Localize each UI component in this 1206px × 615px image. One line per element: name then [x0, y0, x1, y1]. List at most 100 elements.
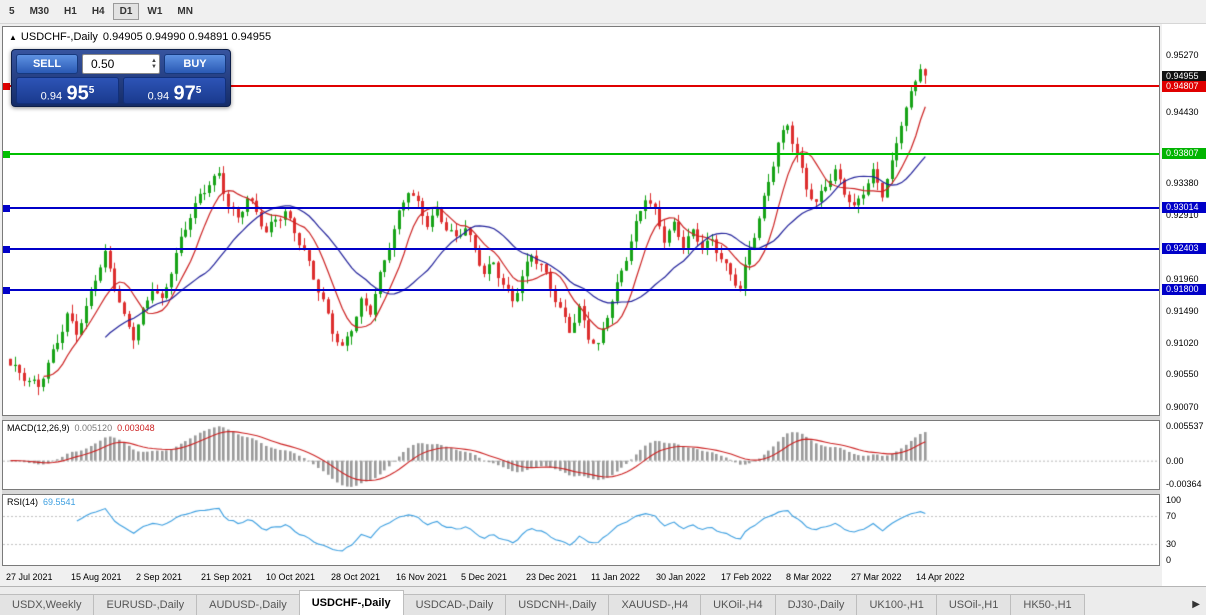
chart-tab-eurusd-daily[interactable]: EURUSD-,Daily	[93, 594, 198, 615]
buy-price[interactable]: 0.94 975	[123, 77, 226, 104]
buy-price-prefix: 0.94	[147, 90, 170, 103]
volume-down-icon[interactable]: ▼	[151, 64, 157, 70]
timeframe-button-d1[interactable]: D1	[112, 3, 140, 20]
rsi-axis-label: 70	[1166, 511, 1177, 521]
chart-tab-hk50-h1[interactable]: HK50-,H1	[1010, 594, 1085, 615]
date-axis-label: 2 Sep 2021	[136, 572, 183, 582]
price-axis[interactable]: 0.95270 0.94430 0.93380 0.92910 0.91960 0.914…	[1162, 24, 1206, 586]
price-axis-tick: 0.93380	[1166, 177, 1199, 188]
macd-canvas[interactable]	[3, 421, 1159, 489]
macd-label: MACD(12,26,9) 0.005120 0.003048	[7, 423, 155, 433]
chart-tab-uk100-h1[interactable]: UK100-,H1	[856, 594, 937, 615]
buy-price-pip: 5	[195, 85, 202, 96]
price-axis-badge: 0.93014	[1162, 202, 1206, 214]
rsi-axis-label: 100	[1166, 495, 1182, 505]
sell-price-pip: 5	[88, 85, 95, 96]
rsi-name: RSI(14)	[7, 497, 39, 507]
price-axis-tick: 0.94430	[1166, 106, 1199, 117]
date-axis-label: 28 Oct 2021	[331, 572, 381, 582]
chart-window: ▲ USDCHF-,Daily 0.94905 0.94990 0.94891 0.…	[0, 24, 1206, 586]
date-axis-label: 17 Feb 2022	[721, 572, 772, 582]
sell-button[interactable]: SELL	[16, 54, 78, 74]
price-chart-pane[interactable]: ▲ USDCHF-,Daily 0.94905 0.94990 0.94891 0.…	[2, 26, 1160, 416]
timeframe-button-mn[interactable]: MN	[170, 3, 200, 20]
level-line-marker[interactable]	[3, 286, 10, 294]
date-axis[interactable]: 27 Jul 2021 15 Aug 2021 2 Sep 2021 21 Sep 2…	[2, 568, 1160, 586]
chart-tab-usdcnh-daily[interactable]: USDCNH-,Daily	[505, 594, 610, 615]
macd-pane[interactable]: MACD(12,26,9) 0.005120 0.003048	[2, 420, 1160, 490]
chart-tab-audusd-daily[interactable]: AUDUSD-,Daily	[196, 594, 300, 615]
date-axis-label: 23 Dec 2021	[526, 572, 578, 582]
price-axis-tick: 0.91960	[1166, 273, 1199, 284]
date-axis-label: 21 Sep 2021	[201, 572, 253, 582]
price-axis-tick: 0.92910	[1166, 209, 1199, 220]
price-axis-badge: 0.92403	[1162, 243, 1206, 255]
volume-up-icon[interactable]: ▲	[151, 58, 157, 64]
chart-tab-xauusd-h4[interactable]: XAUUSD-,H4	[608, 594, 702, 615]
timeframe-button-h1[interactable]: H1	[57, 3, 84, 20]
timeframe-button-h4[interactable]: H4	[84, 3, 112, 20]
macd-axis-label: 0.005537	[1166, 420, 1204, 431]
rsi-axis-label: 0	[1166, 555, 1172, 565]
timeframe-button-w1[interactable]: W1	[140, 3, 170, 20]
pane-splitter[interactable]	[2, 490, 1160, 494]
price-axis-badge: 0.93807	[1162, 148, 1206, 160]
rsi-label: RSI(14) 69.5541	[7, 497, 76, 507]
chart-tab-bar: USDX,Weekly EURUSD-,Daily AUDUSD-,Daily USD…	[0, 586, 1206, 615]
timeframe-toolbar: 5 M30 H1 H4 D1 W1 MN	[0, 0, 1206, 24]
chart-tab-usoil-h1[interactable]: USOil-,H1	[935, 594, 1012, 615]
collapse-panel-icon[interactable]: ▲	[9, 33, 17, 42]
chart-tab-usdchf-daily[interactable]: USDCHF-,Daily	[298, 590, 404, 615]
buy-price-big-digits: 97	[173, 82, 196, 105]
level-line-marker[interactable]	[3, 245, 10, 253]
chart-tab-usdx-weekly[interactable]: USDX,Weekly	[0, 594, 95, 615]
horizontal-level-line[interactable]	[3, 247, 1159, 250]
price-axis-tick: 0.91490	[1166, 305, 1199, 316]
level-line-marker[interactable]	[3, 83, 10, 91]
volume-control[interactable]: 0.50 ▲ ▼	[82, 54, 160, 74]
chart-tab-ukoil-h4[interactable]: UKOil-,H4	[700, 594, 776, 615]
rsi-value: 69.5541	[43, 497, 76, 507]
horizontal-level-line[interactable]	[3, 206, 1159, 209]
macd-axis-label: 0.00	[1166, 455, 1184, 466]
volume-spinner: ▲ ▼	[151, 58, 157, 70]
price-axis-tick: 0.90550	[1166, 369, 1199, 380]
timeframe-button-5[interactable]: 5	[2, 3, 22, 20]
rsi-canvas[interactable]	[3, 495, 1159, 565]
horizontal-level-line[interactable]	[3, 288, 1159, 291]
price-axis-badge: 0.94955	[1162, 70, 1206, 82]
date-axis-label: 11 Jan 2022	[591, 572, 640, 582]
date-axis-label: 10 Oct 2021	[266, 572, 316, 582]
timeframe-button-m30[interactable]: M30	[22, 3, 57, 20]
chart-title: ▲ USDCHF-,Daily 0.94905 0.94990 0.94891 0.…	[9, 31, 276, 43]
buy-button[interactable]: BUY	[164, 54, 226, 74]
rsi-pane[interactable]: RSI(14) 69.5541	[2, 494, 1160, 566]
date-axis-label: 27 Mar 2022	[851, 572, 902, 582]
date-axis-label: 5 Dec 2021	[461, 572, 508, 582]
date-axis-label: 30 Jan 2022	[656, 572, 706, 582]
price-axis-badge: 0.91800	[1162, 284, 1206, 296]
macd-main-value: 0.005120	[74, 423, 113, 433]
pane-splitter[interactable]	[2, 416, 1160, 420]
macd-axis-label: -0.00364	[1166, 478, 1202, 489]
date-axis-label: 16 Nov 2021	[396, 572, 448, 582]
one-click-trading-panel: SELL 0.50 ▲ ▼ BUY 0.94 955	[11, 49, 231, 107]
sell-price-prefix: 0.94	[40, 90, 63, 103]
sell-price-big-digits: 95	[66, 82, 89, 105]
horizontal-level-line[interactable]	[3, 152, 1159, 155]
horizontal-level-line[interactable]	[3, 85, 1159, 88]
price-axis-badge: 0.94807	[1162, 80, 1206, 92]
tabs-scroll-right-icon[interactable]: ▶	[1189, 599, 1203, 610]
volume-value[interactable]: 0.50	[91, 57, 115, 71]
chart-tab-usdcad-daily[interactable]: USDCAD-,Daily	[402, 594, 507, 615]
date-axis-label: 8 Mar 2022	[786, 572, 832, 582]
chart-ohlc-values: 0.94905 0.94990 0.94891 0.94955	[102, 31, 272, 43]
sell-price[interactable]: 0.94 955	[16, 77, 119, 104]
chart-symbol-label: USDCHF-,Daily	[20, 31, 98, 43]
macd-signal-value: 0.003048	[117, 423, 155, 433]
chart-tab-dj30-daily[interactable]: DJ30-,Daily	[774, 594, 858, 615]
level-line-marker[interactable]	[3, 150, 10, 158]
price-axis-tick: 0.91020	[1166, 337, 1199, 348]
level-line-marker[interactable]	[3, 204, 10, 212]
price-axis-tick: 0.90070	[1166, 401, 1199, 412]
